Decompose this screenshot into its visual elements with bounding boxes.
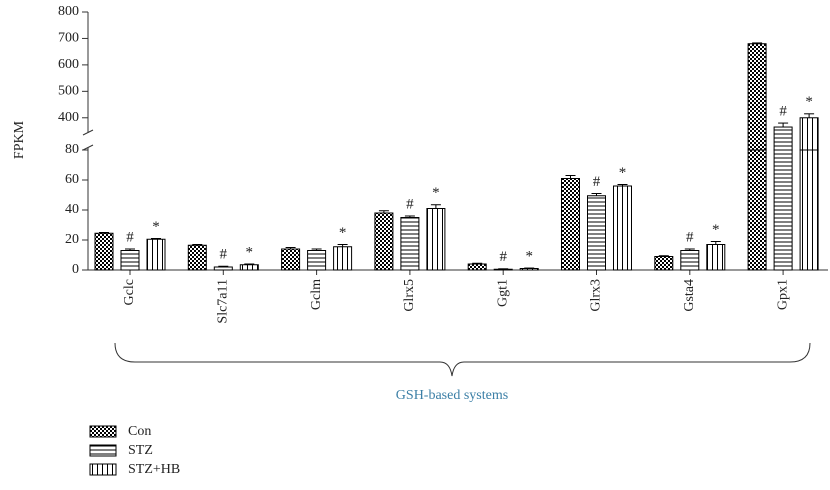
bar <box>374 212 394 271</box>
significance-mark: # <box>126 229 134 245</box>
significance-mark: # <box>406 196 414 212</box>
y-tick-label: 80 <box>65 142 79 157</box>
significance-mark: # <box>779 104 787 120</box>
legend-label: STZ <box>128 443 153 458</box>
y-tick-label: 40 <box>65 202 79 217</box>
bar <box>587 195 606 271</box>
bar <box>799 117 819 151</box>
x-tick-label: Slc7a11 <box>216 279 231 324</box>
bar <box>426 208 446 271</box>
significance-mark: * <box>525 248 533 264</box>
bar <box>94 232 114 271</box>
y-tick-label: 0 <box>72 262 79 277</box>
bar <box>773 149 793 271</box>
x-tick-label: Gsta4 <box>682 279 697 312</box>
bar <box>281 248 301 271</box>
significance-mark: # <box>593 174 601 190</box>
significance-mark: # <box>686 229 694 245</box>
bar <box>747 43 767 151</box>
group-bracket <box>114 342 811 377</box>
bar <box>519 268 539 271</box>
legend-swatch <box>89 463 117 476</box>
bar <box>213 266 233 271</box>
axis-break <box>82 129 94 136</box>
y-tick-label: 60 <box>65 172 79 187</box>
y-tick-label: 400 <box>58 110 79 125</box>
bar <box>613 185 632 271</box>
significance-mark: * <box>805 94 813 110</box>
bar <box>400 217 420 271</box>
x-tick-label: Gclc <box>122 279 137 305</box>
bar <box>773 126 793 151</box>
x-tick-label: Ggt1 <box>495 279 510 307</box>
bar <box>706 244 726 271</box>
significance-mark: # <box>220 247 228 263</box>
x-tick-label: Gpx1 <box>775 279 790 310</box>
bar <box>799 149 819 271</box>
x-tick-label: Glrx5 <box>402 279 417 312</box>
y-tick-label: 20 <box>65 232 79 247</box>
y-tick-label: 700 <box>58 31 79 46</box>
bar <box>561 178 580 271</box>
bar <box>747 149 767 271</box>
significance-mark: * <box>619 165 627 181</box>
bar <box>333 246 353 271</box>
legend-swatch <box>89 425 117 438</box>
x-tick-label: Gclm <box>309 279 324 310</box>
bar <box>187 244 207 271</box>
bar <box>493 268 513 271</box>
group-label: GSH-based systems <box>396 388 508 403</box>
bar <box>146 238 166 271</box>
significance-mark: * <box>152 219 160 235</box>
bar <box>680 250 700 271</box>
significance-mark: * <box>432 185 440 201</box>
legend-label: STZ+HB <box>128 462 180 477</box>
y-tick-label: 500 <box>58 84 79 99</box>
bar <box>467 263 487 271</box>
bar <box>307 250 327 271</box>
axis-break <box>82 144 94 151</box>
significance-mark: # <box>499 249 507 265</box>
legend-label: Con <box>128 424 151 439</box>
y-axis-label: FPKM <box>12 120 27 159</box>
x-tick-label: Glrx3 <box>589 279 604 312</box>
bar <box>239 264 259 271</box>
y-tick-label: 800 <box>58 4 79 19</box>
bar <box>120 250 140 271</box>
legend-swatch <box>89 444 117 457</box>
significance-mark: * <box>339 225 347 241</box>
significance-mark: * <box>246 244 254 260</box>
significance-mark: * <box>712 222 720 238</box>
y-tick-label: 600 <box>58 57 79 72</box>
bar <box>654 256 674 271</box>
